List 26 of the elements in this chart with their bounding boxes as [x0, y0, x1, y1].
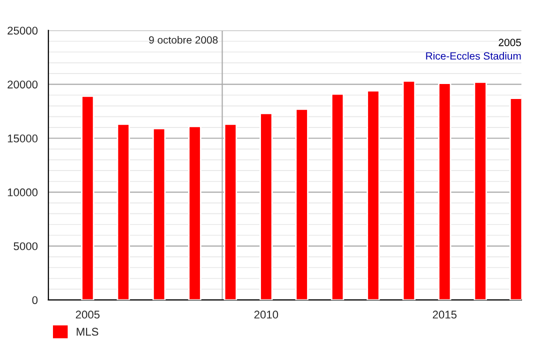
y-tick-label: 15000 — [8, 134, 38, 142]
bar — [402, 80, 416, 300]
x-tick-label: 2005 — [76, 310, 100, 319]
bar — [438, 82, 452, 300]
annotation: 2005 — [498, 38, 521, 46]
bar — [295, 108, 308, 300]
bar — [152, 128, 166, 300]
y-tick-label: 10000 — [8, 188, 38, 196]
y-tick-label: 25000 — [8, 26, 38, 35]
ref-line-label: 9 octobre 2008 — [149, 36, 218, 44]
bar — [260, 112, 273, 300]
bar — [188, 126, 202, 300]
bar — [116, 124, 130, 300]
legend-label: MLS — [76, 328, 98, 336]
bar — [509, 98, 522, 300]
y-tick-label: 0 — [32, 296, 38, 304]
y-tick-label: 5000 — [14, 242, 38, 250]
bar — [366, 90, 380, 300]
bar — [81, 96, 94, 300]
bar — [224, 124, 238, 300]
y-tick-label: 20000 — [8, 80, 38, 88]
x-tick-label: 2010 — [254, 310, 278, 319]
bar — [330, 93, 344, 300]
bar — [474, 82, 487, 300]
annotation: Rice-Eccles Stadium — [426, 52, 521, 60]
x-tick-label: 2015 — [432, 310, 457, 319]
